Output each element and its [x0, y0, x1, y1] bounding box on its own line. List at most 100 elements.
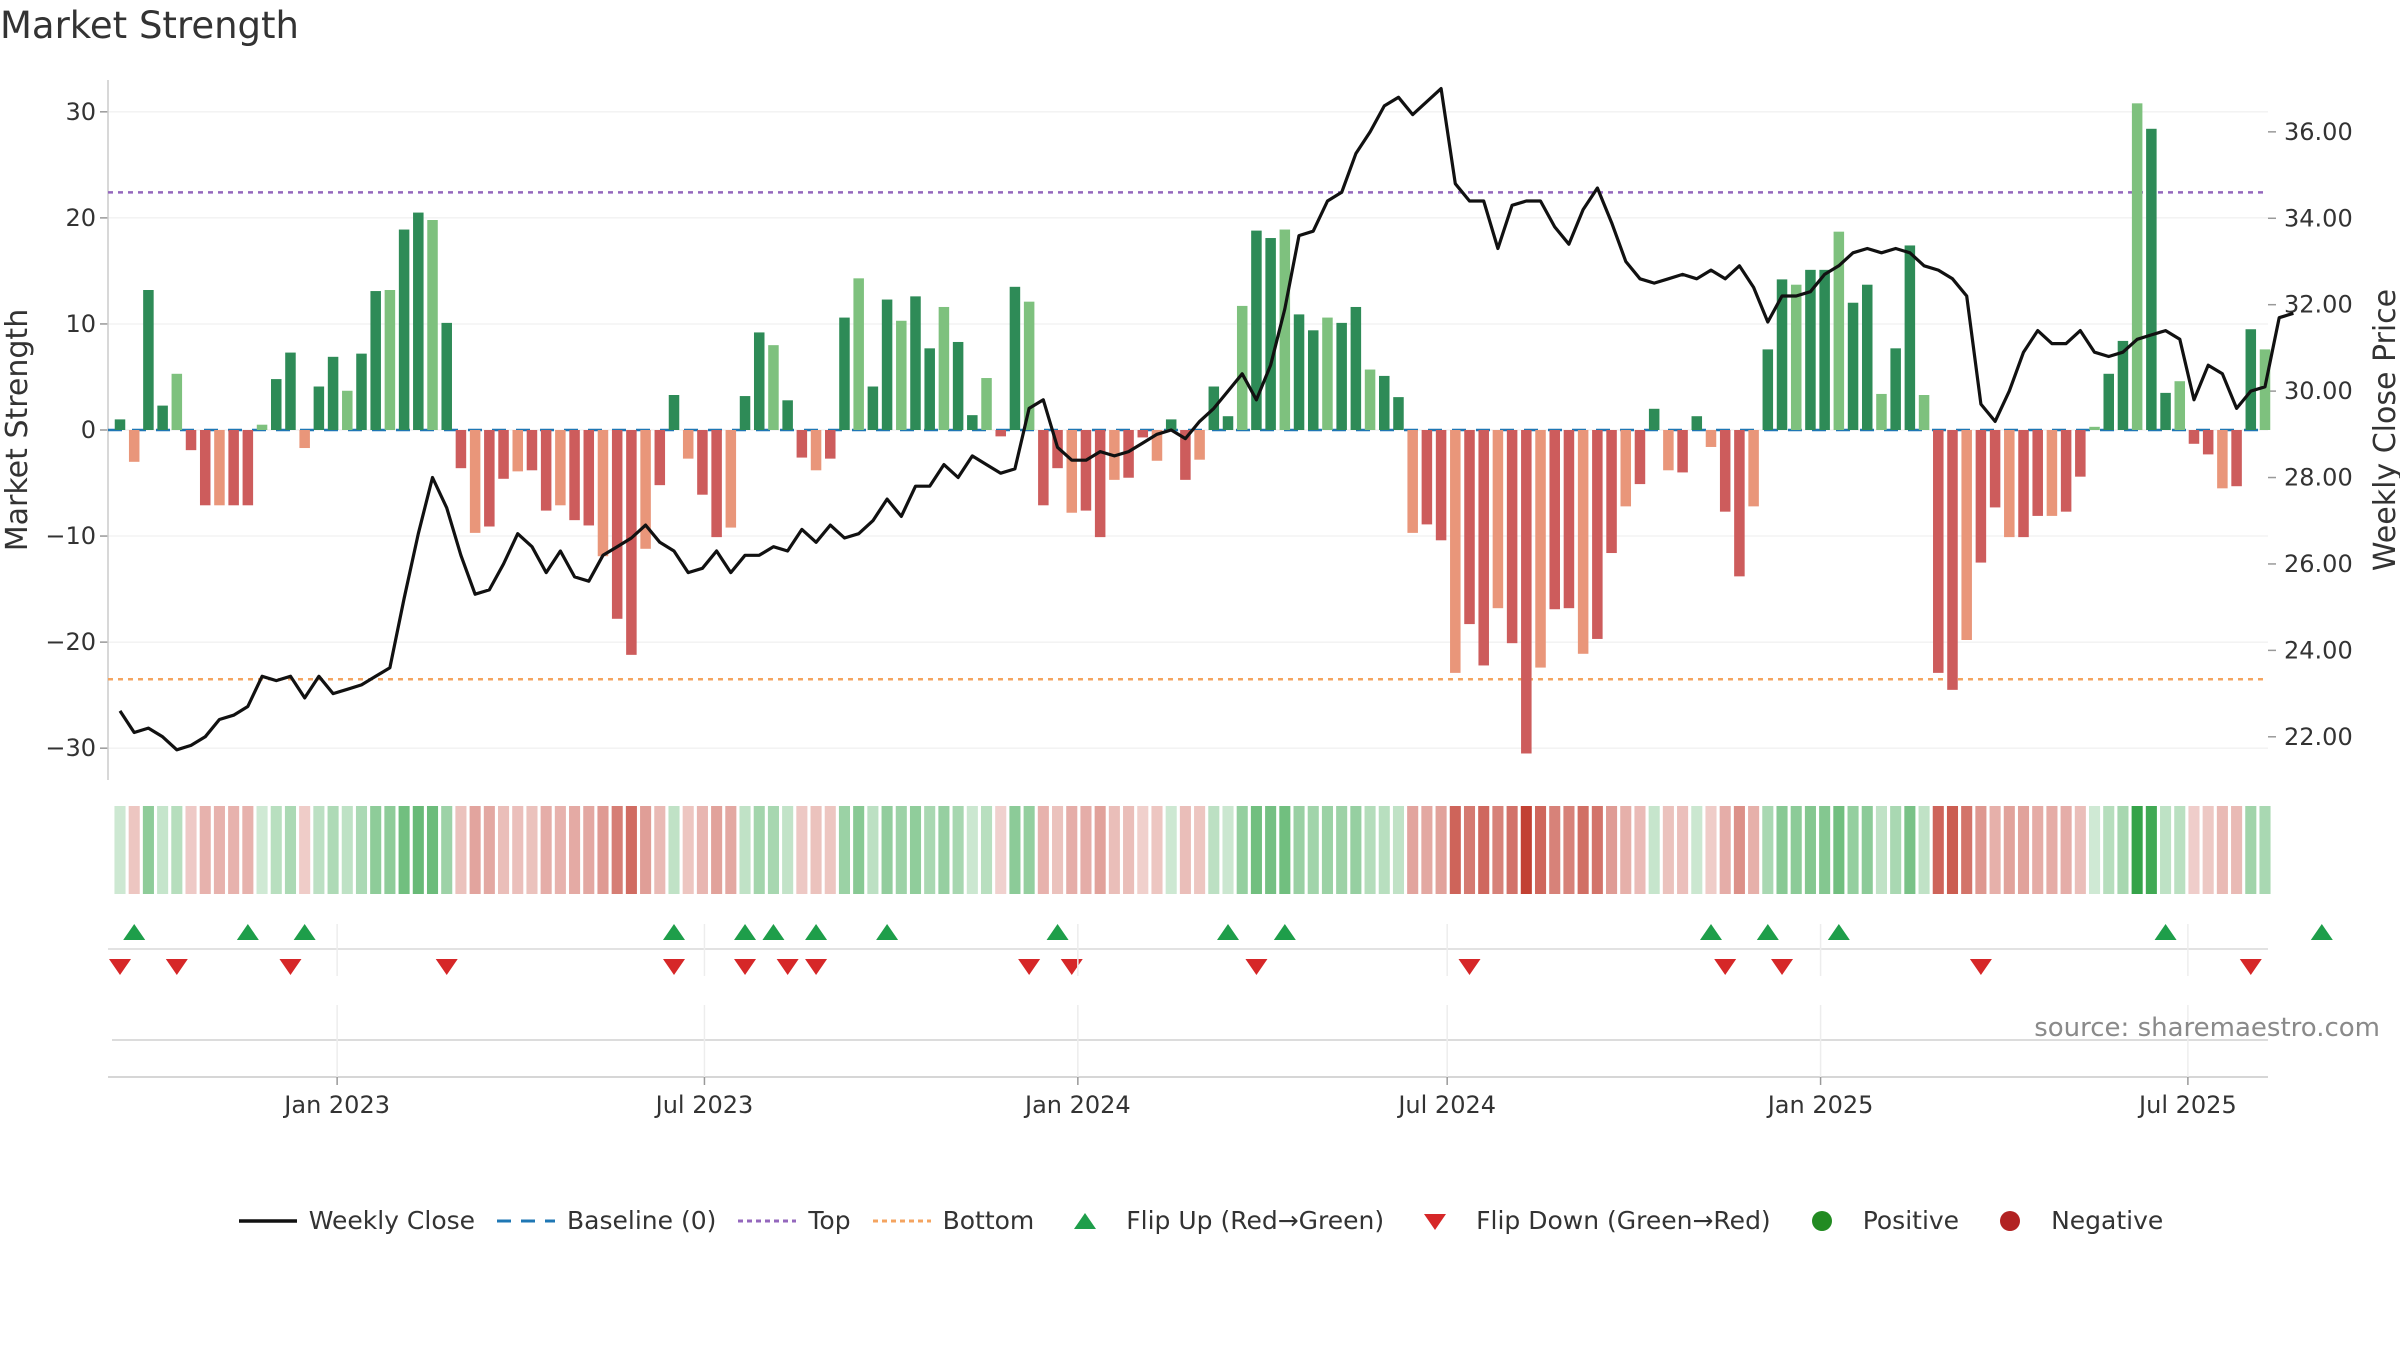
bar-positive [271, 379, 282, 430]
flip-down-marker [1018, 959, 1041, 975]
bar-negative [2188, 430, 2200, 444]
bar-positive [967, 415, 978, 430]
bar-positive [938, 306, 950, 430]
heat-cell [1890, 806, 1902, 894]
flip-up-marker [1273, 924, 1296, 940]
weekly-close-path [118, 86, 2294, 752]
heat-cell [1634, 806, 1646, 894]
bar-positive [1790, 284, 1802, 430]
x-tick-label: Jan 2025 [1766, 1091, 1874, 1119]
bar-negative [1464, 430, 1475, 625]
bar-positive [2089, 426, 2100, 430]
bar-negative [1663, 430, 1674, 471]
heat-cell [924, 806, 936, 894]
flip-down-marker [435, 959, 458, 975]
heat-cell [1179, 806, 1191, 894]
heat-cell [1250, 806, 1262, 894]
heat-cell [824, 806, 836, 894]
bar-positive [313, 386, 325, 430]
flip-up-marker [762, 924, 785, 940]
flip-markers [108, 924, 2333, 975]
flip-down-marker [776, 959, 799, 975]
bar-positive [1307, 330, 1319, 430]
heat-cell [980, 806, 993, 894]
flip-up-marker [236, 924, 259, 940]
flip-up-marker [1046, 924, 1069, 940]
heat-cell [554, 806, 566, 894]
bar-negative [1080, 430, 1092, 511]
legend-label: Negative [2051, 1206, 2164, 1235]
bar-negative [1137, 430, 1149, 438]
bar-negative [1492, 430, 1504, 609]
heat-cell [1918, 806, 1930, 894]
bar-negative [1038, 430, 1049, 506]
heat-cell [1407, 806, 1419, 894]
heat-cell [2131, 806, 2143, 894]
bar-negative [1748, 430, 1759, 507]
legend-label: Top [808, 1206, 851, 1235]
heat-cell [1819, 806, 1831, 894]
bar-negative [498, 430, 509, 479]
bar-positive [1393, 397, 1404, 430]
bar-positive [171, 373, 183, 430]
flip-down-marker [109, 959, 131, 975]
bar-negative [796, 430, 808, 458]
bar-positive [1918, 395, 1930, 430]
heat-cell [1307, 806, 1319, 894]
flip-up-marker [876, 924, 899, 940]
heat-cell [2074, 806, 2086, 894]
legend-label: Weekly Close [308, 1206, 476, 1235]
bar-positive [2259, 349, 2271, 430]
bar-positive [1890, 348, 1901, 430]
heat-cell [1648, 806, 1660, 894]
x-tick-label: Jul 2024 [1396, 1091, 1496, 1119]
bar-negative [1521, 430, 1532, 754]
flip-down-marker [663, 959, 686, 975]
bar-positive [668, 395, 680, 430]
bar-negative [611, 430, 623, 619]
bar-positive [910, 296, 921, 430]
legend-label: Bottom [942, 1206, 1035, 1235]
heat-cell [611, 806, 623, 894]
bar-negative [1535, 430, 1546, 668]
bar-negative [1705, 430, 1717, 447]
bar-positive [327, 356, 339, 430]
y-tick-label-left: 20 [65, 204, 96, 232]
bar-negative [1734, 430, 1745, 577]
heat-cell [682, 806, 694, 894]
bar-positive [427, 220, 438, 430]
heat-cell [441, 806, 453, 894]
heat-cell [1520, 806, 1532, 894]
heat-cell [1961, 806, 1973, 894]
bar-negative [1677, 430, 1688, 473]
bar-negative [1194, 430, 1205, 460]
heat-cell [1662, 806, 1674, 894]
heat-cell [2216, 806, 2228, 894]
y-tick-label-right: 22.00 [2284, 723, 2353, 751]
bar-negative [1123, 430, 1134, 478]
bar-negative [1577, 430, 1589, 654]
y-axis-left-title: Market Strength [0, 309, 35, 551]
bar-positive [1819, 269, 1830, 430]
heat-cell [1946, 806, 1959, 894]
bar-negative [128, 430, 140, 462]
y-tick-label-left: 30 [65, 98, 96, 126]
heat-cell [668, 806, 680, 894]
heat-cell [1904, 806, 1916, 894]
bar-positive [1904, 245, 1916, 430]
bar-positive [114, 419, 126, 430]
y-tick-label-right: 32.00 [2284, 291, 2353, 319]
legend-item: Baseline (0) [495, 1206, 716, 1235]
heat-cell [1478, 806, 1490, 894]
heat-cell [412, 806, 424, 894]
bar-positive [782, 400, 793, 430]
y-tick-label-left: −20 [45, 628, 96, 656]
heat-cell [782, 806, 794, 894]
bar-positive [1805, 269, 1816, 430]
heat-cell [1705, 806, 1717, 894]
heat-cell [1492, 806, 1504, 894]
heat-cell [2046, 806, 2058, 894]
heat-cell [398, 806, 410, 894]
flip-down-marker [1969, 959, 1992, 975]
heat-cell [1790, 806, 1802, 894]
